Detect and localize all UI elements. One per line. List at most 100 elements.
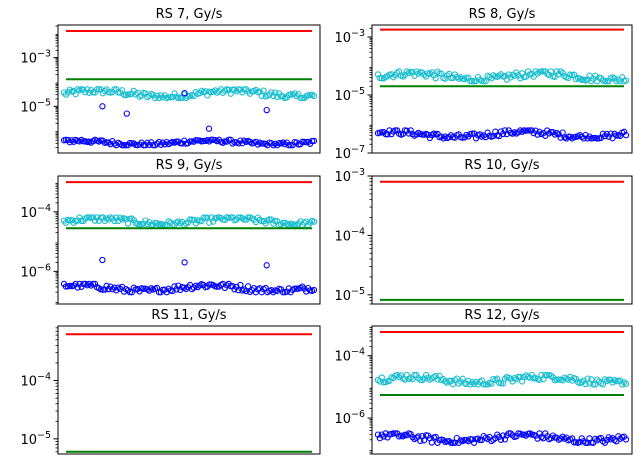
blue-data-point — [394, 127, 401, 134]
blue-data-point — [80, 280, 87, 288]
cyan-data-point — [89, 214, 97, 221]
axes-frame — [371, 175, 633, 305]
blue-data-point — [507, 430, 514, 437]
tick-base: 10 — [334, 229, 351, 244]
cyan-data-point — [149, 91, 157, 99]
blue-data-point — [283, 288, 291, 295]
blue-data-point — [620, 128, 628, 135]
blue-data-point — [399, 130, 407, 137]
cyan-data-point — [442, 75, 449, 82]
blue-data-point — [208, 136, 215, 143]
subplot-title: RS 9, Gy/s — [156, 158, 223, 173]
blue-data-point — [91, 280, 99, 288]
tick-base: 10 — [334, 31, 351, 46]
tick-exponent: −7 — [351, 144, 365, 155]
tick-exponent: −4 — [351, 226, 365, 237]
subplot-title: RS 10, Gy/s — [464, 158, 539, 173]
cyan-data-point — [239, 89, 246, 96]
cyan-data-point — [198, 217, 205, 225]
blue-data-point — [409, 434, 416, 441]
y-tick-label: 10−5 — [334, 286, 365, 304]
blue-data-point — [225, 136, 232, 143]
blue-data-point — [186, 138, 194, 145]
y-tick-label: 10−3 — [20, 49, 51, 67]
y-tick-label: 10−4 — [20, 203, 51, 221]
cyan-data-point — [157, 92, 165, 99]
cyan-data-point — [171, 90, 178, 97]
cyan-data-point — [430, 72, 437, 79]
axes-frame — [57, 175, 321, 305]
cyan-data-point — [217, 86, 225, 93]
cyan-data-point — [511, 72, 518, 79]
blue-data-point — [130, 284, 137, 291]
blue-data-point — [244, 283, 252, 290]
cyan-data-point — [572, 375, 580, 383]
cyan-data-point — [622, 77, 630, 84]
blue-data-point — [484, 129, 491, 136]
blue-outlier-point — [99, 103, 106, 110]
blue-data-point — [559, 433, 566, 440]
cyan-data-point — [274, 93, 281, 101]
cyan-data-point — [515, 373, 522, 381]
cyan-data-point — [229, 86, 236, 93]
tick-exponent: −3 — [351, 167, 365, 178]
blue-data-point — [80, 138, 87, 145]
cyan-data-point — [419, 377, 426, 384]
axes-frame — [371, 325, 633, 455]
cyan-data-point — [520, 373, 528, 381]
cyan-data-point — [111, 86, 118, 93]
cyan-data-point — [465, 377, 472, 385]
blue-data-point — [582, 439, 589, 446]
tick-exponent: −4 — [351, 347, 365, 358]
blue-outlier-point — [181, 259, 188, 266]
y-tick-label: 10−3 — [334, 28, 365, 46]
tick-exponent: −6 — [37, 262, 51, 273]
blue-data-point — [287, 142, 294, 149]
cyan-data-point — [235, 214, 242, 221]
blue-data-point — [586, 133, 593, 140]
cyan-data-point — [449, 74, 457, 82]
tick-base: 10 — [334, 350, 351, 365]
cyan-data-point — [447, 377, 455, 385]
blue-data-point — [590, 134, 597, 142]
tick-exponent: −3 — [37, 49, 51, 60]
tick-base: 10 — [334, 147, 351, 162]
subplot-title: RS 12, Gy/s — [464, 308, 539, 323]
blue-data-point — [182, 285, 190, 293]
blue-data-point — [405, 130, 412, 137]
blue-data-point — [200, 137, 207, 145]
blue-data-point — [469, 436, 476, 443]
y-tick-label: 10−4 — [334, 347, 365, 365]
blue-data-point — [390, 430, 397, 437]
blue-data-point — [570, 439, 578, 446]
tick-exponent: −5 — [37, 430, 51, 441]
tick-base: 10 — [20, 265, 37, 280]
y-tick-label: 10−4 — [334, 226, 365, 244]
blue-data-point — [440, 437, 447, 444]
y-tick-label: 10−6 — [20, 262, 51, 280]
blue-data-point — [555, 131, 562, 138]
cyan-data-point — [95, 217, 103, 224]
subplot-1: RS 7, Gy/s10−510−3 — [20, 7, 321, 154]
cyan-data-point — [480, 381, 487, 388]
blue-data-point — [447, 439, 455, 446]
cyan-data-point — [270, 92, 277, 100]
blue-data-point — [229, 283, 236, 290]
blue-outlier-point — [263, 262, 270, 269]
cyan-data-point — [482, 78, 489, 85]
cyan-data-point — [113, 86, 120, 93]
tick-exponent: −5 — [37, 97, 51, 108]
cyan-data-point — [142, 217, 149, 224]
cyan-data-point — [258, 92, 265, 100]
blue-data-point — [206, 281, 213, 288]
blue-data-point — [194, 137, 201, 144]
cyan-data-point — [91, 89, 99, 96]
cyan-data-point — [93, 86, 101, 93]
blue-data-point — [622, 436, 630, 443]
blue-outlier-point — [263, 106, 270, 114]
tick-base: 10 — [20, 433, 37, 448]
cyan-data-point — [470, 380, 478, 387]
cyan-data-point — [594, 78, 601, 85]
cyan-data-point — [306, 91, 314, 99]
